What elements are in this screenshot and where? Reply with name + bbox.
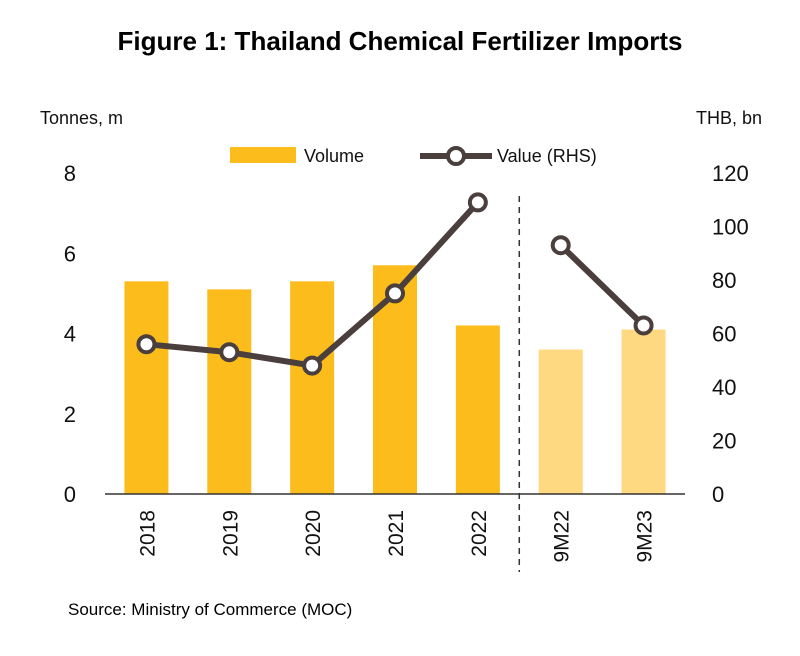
value-point-9m22 [550, 235, 571, 256]
x-tick-label-2022: 2022 [468, 510, 491, 557]
legend-volume-swatch [230, 147, 296, 163]
left-tick-label: 4 [64, 322, 76, 347]
left-axis-label: Tonnes, m [40, 108, 123, 128]
source-note: Source: Ministry of Commerce (MOC) [68, 600, 353, 619]
left-tick-label: 2 [64, 402, 76, 427]
x-tick-label-9m23: 9M23 [634, 510, 657, 563]
right-tick-label: 120 [712, 161, 749, 186]
bar-volume-2022 [455, 325, 500, 494]
legend-volume-label: Volume [304, 146, 364, 166]
bar-volume-2020 [290, 281, 335, 494]
value-point-2020 [302, 355, 323, 376]
x-tick-label-2019: 2019 [219, 510, 242, 557]
bar-volume-9m23 [621, 329, 666, 494]
x-tick-label-2018: 2018 [136, 510, 159, 557]
left-tick-label: 6 [64, 241, 76, 266]
right-tick-label: 60 [712, 322, 736, 347]
right-tick-label: 20 [712, 429, 736, 454]
bar-volume-2019 [207, 289, 252, 494]
x-tick-label-2021: 2021 [385, 510, 408, 557]
bar-volume-2018 [124, 281, 169, 494]
right-tick-label: 40 [712, 375, 736, 400]
left-tick-label: 8 [64, 161, 76, 186]
left-tick-label: 0 [64, 482, 76, 507]
right-tick-label: 80 [712, 268, 736, 293]
legend-value-marker [446, 146, 466, 166]
value-point-2021 [385, 283, 405, 304]
value-point-2022 [467, 192, 488, 213]
legend: Volume Value (RHS) [230, 146, 597, 166]
right-axis-label: THB, bn [696, 108, 762, 128]
bar-volume-9m22 [538, 349, 583, 494]
value-line-9m [558, 243, 646, 328]
value-point-2019 [219, 342, 240, 363]
value-point-2018 [136, 334, 157, 355]
right-tick-label: 0 [712, 482, 724, 507]
chart-title: Figure 1: Thailand Chemical Fertilizer I… [117, 26, 683, 56]
value-point-9m23 [633, 315, 654, 336]
x-tick-label-9m22: 9M22 [551, 510, 574, 563]
x-tick-label-2020: 2020 [302, 510, 325, 557]
legend-value-label: Value (RHS) [497, 146, 597, 166]
right-tick-label: 100 [712, 215, 749, 240]
